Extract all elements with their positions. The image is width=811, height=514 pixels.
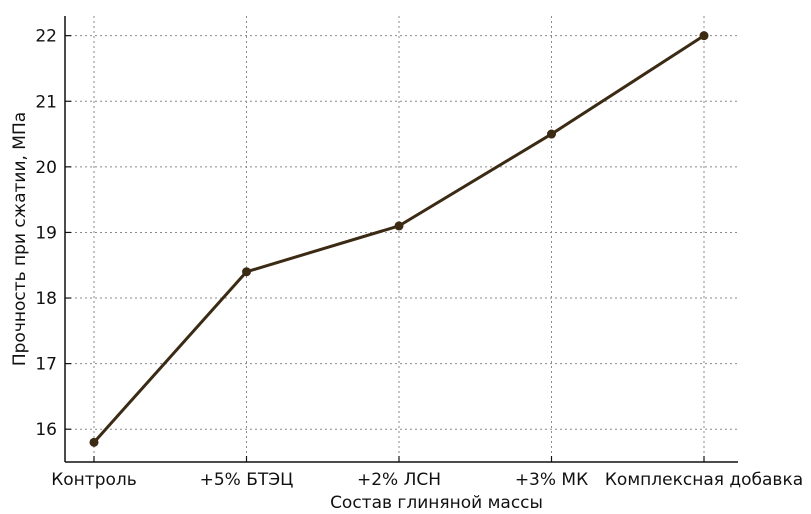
y-tick-label: 20	[35, 158, 57, 178]
axes	[64, 16, 738, 463]
y-ticks: 16 17 18 19 20 21 22	[35, 27, 71, 440]
y-tick-label: 16	[35, 420, 57, 440]
x-tick-label: Комплексная добавка	[605, 470, 803, 490]
y-tick-label: 17	[35, 355, 57, 375]
data-point	[89, 437, 99, 447]
x-tick-label: Контроль	[51, 470, 137, 490]
x-tick-label: +2% ЛСН	[357, 470, 441, 490]
y-tick-label: 22	[35, 27, 57, 47]
y-tick-label: 21	[35, 92, 57, 112]
data-point	[699, 31, 709, 41]
y-tick-label: 19	[35, 223, 57, 243]
series	[89, 31, 709, 447]
x-ticks: Контроль +5% БТЭЦ +2% ЛСН +3% МК Комплексная…	[51, 456, 803, 490]
y-axis-label: Прочность при сжатии, МПа	[10, 112, 30, 366]
data-point	[394, 221, 404, 231]
data-point	[547, 129, 556, 139]
x-tick-label: +5% БТЭЦ	[200, 470, 294, 490]
grid	[65, 16, 738, 462]
x-tick-label: +3% МК	[515, 470, 588, 490]
y-tick-label: 18	[35, 289, 57, 309]
x-axis-label: Состав глиняной массы	[330, 493, 543, 513]
data-point	[242, 267, 251, 277]
